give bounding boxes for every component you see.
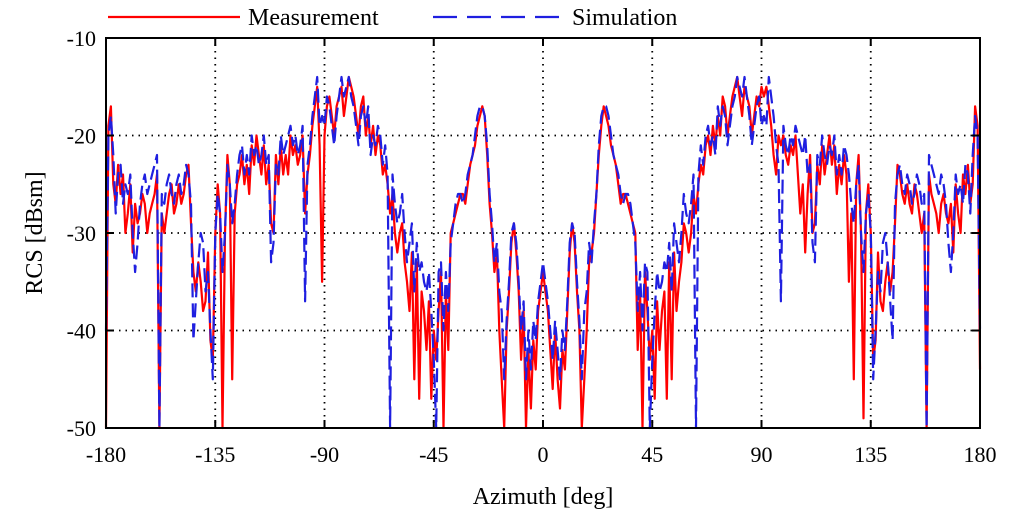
y-tick-label: -50 bbox=[67, 416, 96, 441]
y-tick-label: -10 bbox=[67, 26, 96, 51]
x-tick-label: 135 bbox=[854, 442, 887, 467]
x-tick-label: -90 bbox=[310, 442, 339, 467]
x-tick-label: -180 bbox=[86, 442, 126, 467]
legend: Measurement Simulation bbox=[108, 5, 677, 31]
legend-label-measurement: Measurement bbox=[248, 5, 379, 31]
x-tick-label: 90 bbox=[751, 442, 773, 467]
x-axis-label: Azimuth [deg] bbox=[473, 484, 614, 510]
x-tick-label: 180 bbox=[964, 442, 997, 467]
y-tick-label: -20 bbox=[67, 124, 96, 149]
series-line-simulation bbox=[104, 75, 982, 430]
y-tick-label: -40 bbox=[67, 319, 96, 344]
legend-label-simulation: Simulation bbox=[572, 5, 677, 31]
series-layer bbox=[104, 75, 982, 430]
y-axis-label: RCS [dBsm] bbox=[22, 171, 48, 294]
x-tick-label: -45 bbox=[419, 442, 448, 467]
axis-ticks: -180 -135 -90 -45 0 45 90 135 180 -10 -20 -30 -40 -50 bbox=[67, 26, 997, 467]
y-tick-label: -30 bbox=[67, 221, 96, 246]
x-tick-label: 0 bbox=[538, 442, 549, 467]
x-tick-label: 45 bbox=[641, 442, 663, 467]
series-line-measurement bbox=[104, 75, 982, 430]
x-tick-label: -135 bbox=[195, 442, 235, 467]
